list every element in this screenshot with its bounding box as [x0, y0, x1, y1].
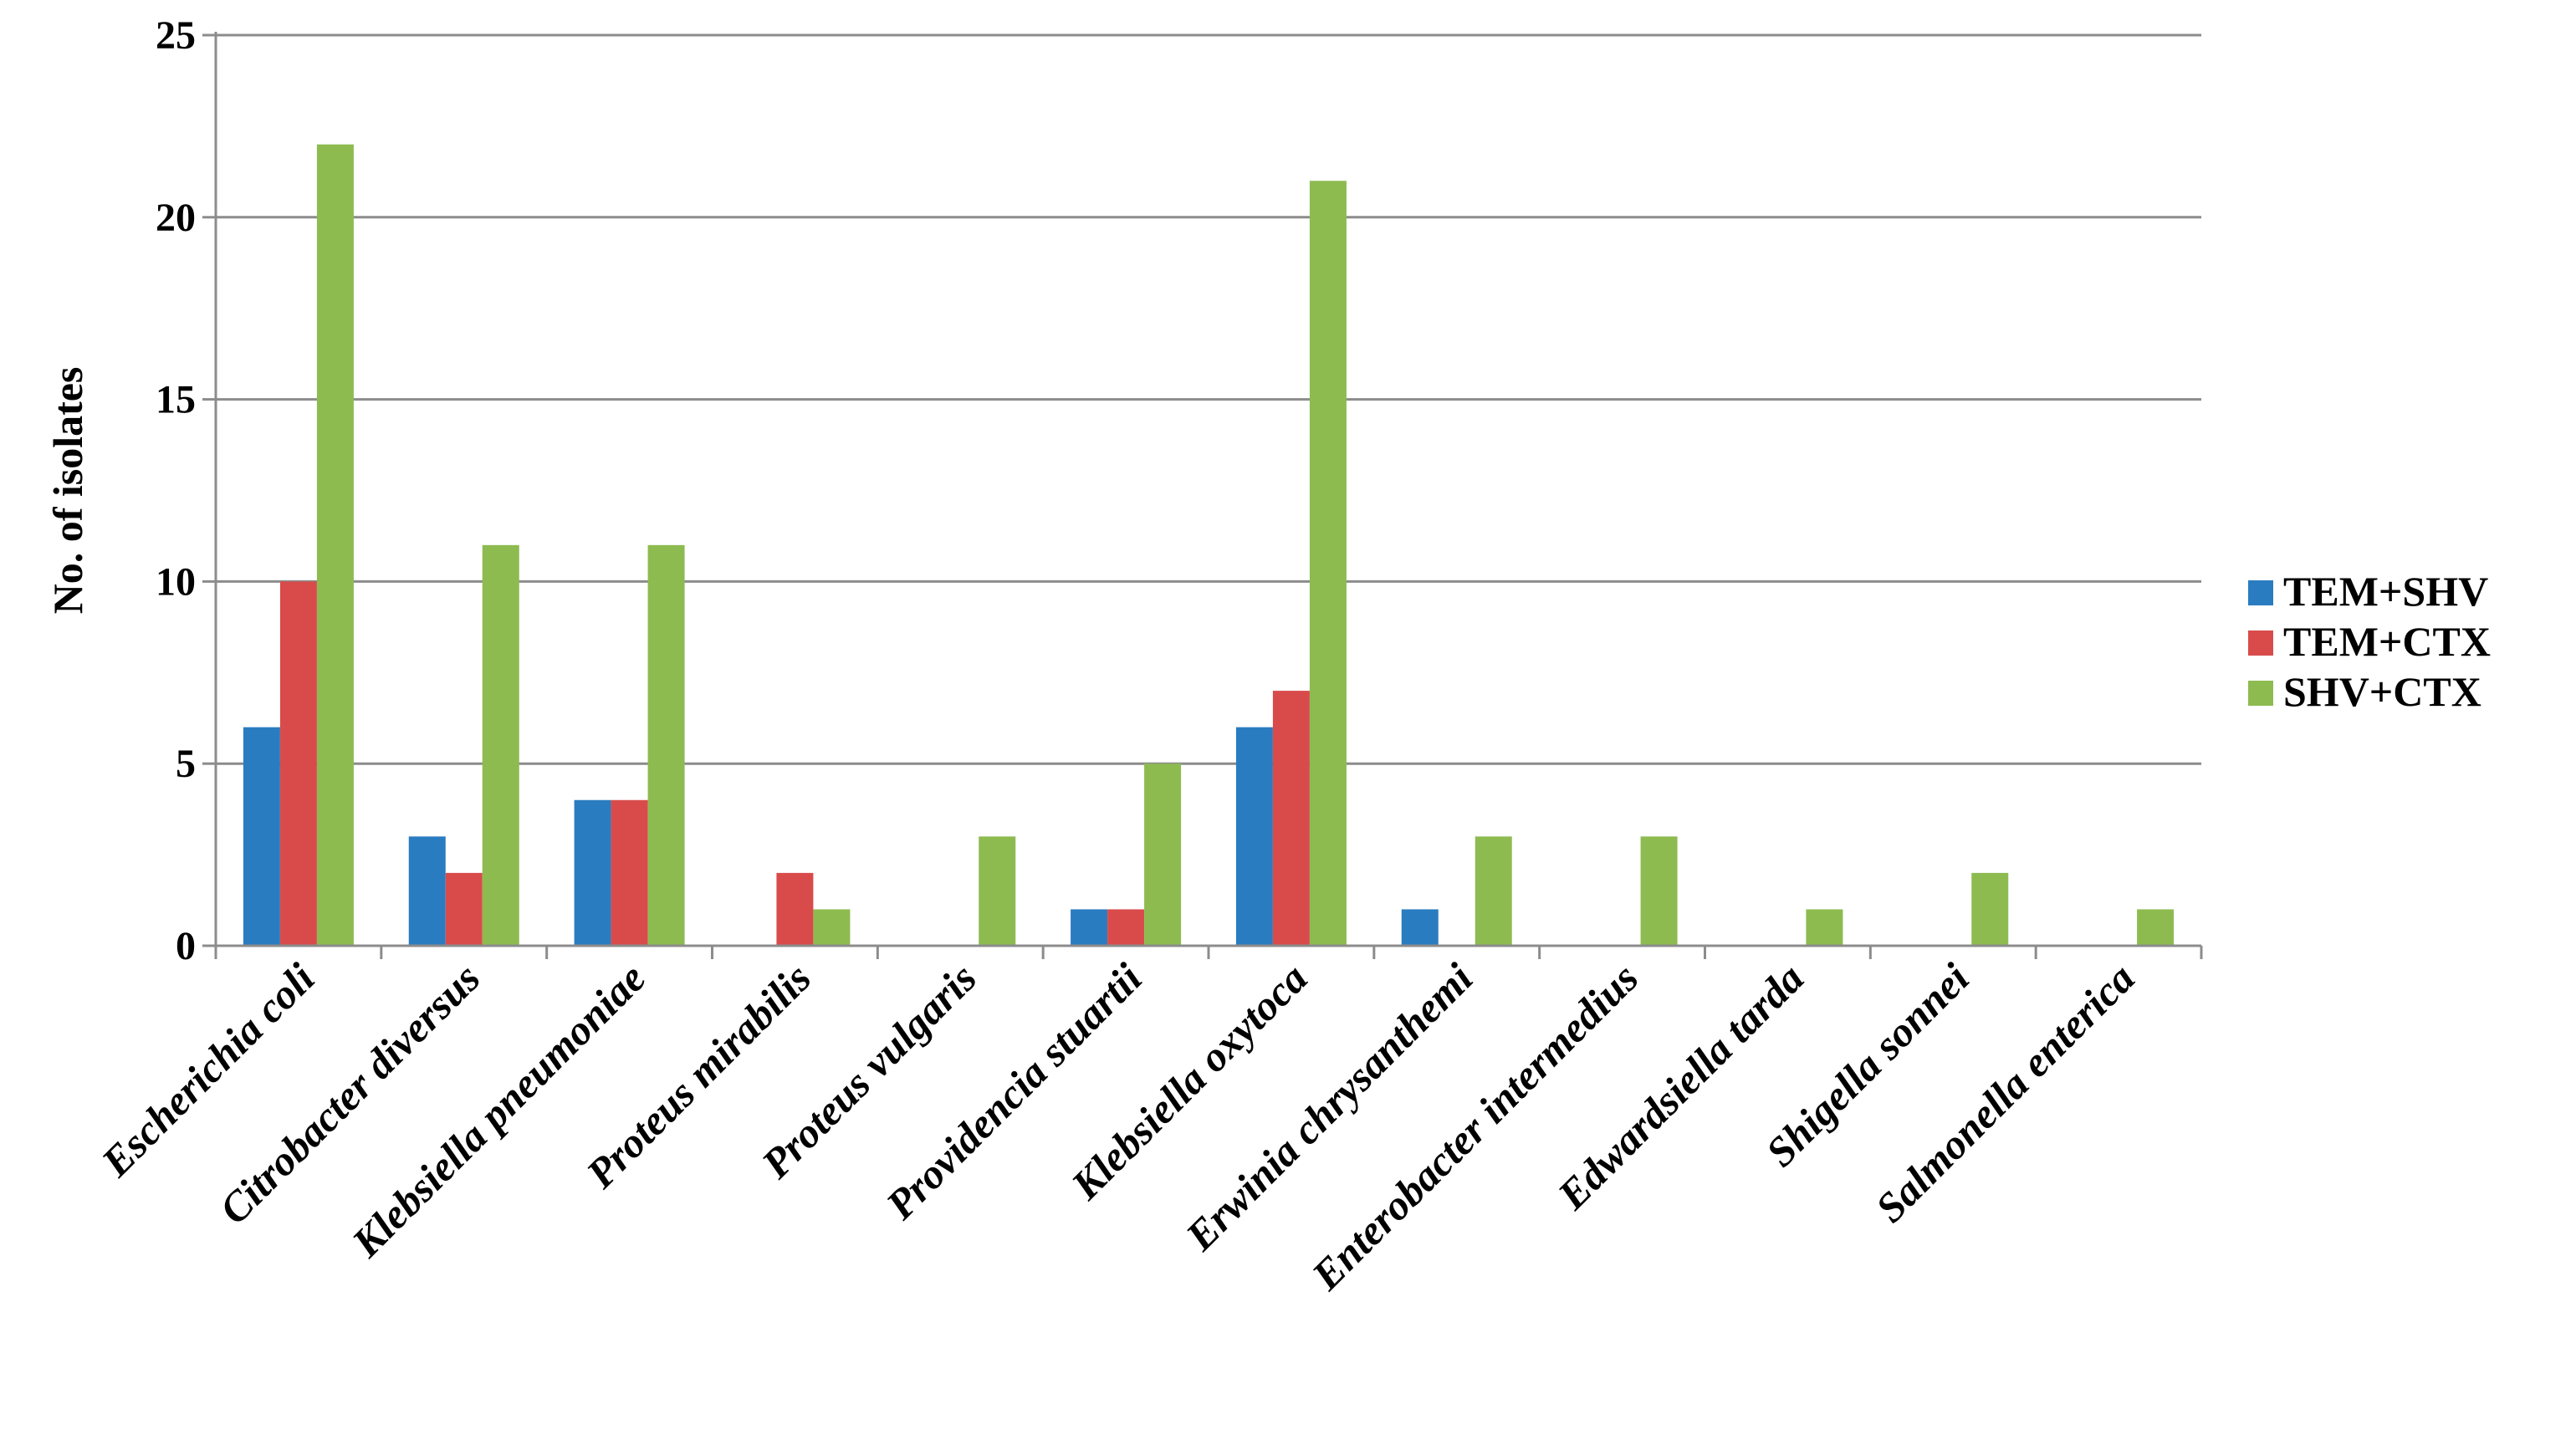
- bar: [647, 544, 685, 946]
- bar: [408, 836, 446, 946]
- legend-swatch: [2248, 681, 2273, 706]
- bars-layer: [243, 144, 2175, 947]
- y-tick-label: 25: [156, 13, 196, 58]
- x-category-label: Enterobacter intermedius: [1302, 954, 1648, 1299]
- bar: [279, 581, 317, 946]
- y-tick-label: 10: [156, 559, 196, 604]
- x-category-label: Klebsiella pneumoniae: [342, 954, 654, 1266]
- bar: [574, 799, 611, 946]
- axes-layer: [202, 32, 2203, 959]
- y-tick-label: 20: [156, 196, 196, 240]
- bar: [1235, 727, 1273, 946]
- bar: [776, 872, 814, 946]
- bar: [1309, 181, 1347, 947]
- y-tick-label: 15: [156, 378, 196, 422]
- bar: [1640, 836, 1678, 946]
- y-tick-label: 0: [176, 924, 196, 968]
- bar: [1806, 909, 1843, 946]
- bar: [445, 872, 483, 946]
- bar: [611, 799, 648, 946]
- bar: [1071, 909, 1108, 946]
- y-tick-label: 5: [176, 742, 196, 786]
- bar: [2137, 909, 2175, 946]
- legend-swatch: [2248, 630, 2273, 656]
- legend-label: TEM+CTX: [2283, 618, 2491, 665]
- legend-swatch: [2248, 580, 2273, 605]
- bar: [1144, 763, 1182, 946]
- bar: [316, 144, 354, 946]
- bar: [482, 544, 519, 946]
- bar: [1107, 909, 1145, 946]
- x-category-label: Erwinia chrysanthemi: [1176, 954, 1482, 1260]
- grid-layer: [216, 33, 2201, 765]
- bar: [1475, 836, 1512, 946]
- y-axis-title: No. of isolates: [44, 367, 91, 615]
- legend-label: SHV+CTX: [2283, 668, 2481, 715]
- bar: [1971, 872, 2009, 946]
- bar: [979, 836, 1016, 946]
- bar: [1272, 691, 1310, 946]
- bar: [813, 909, 851, 946]
- bar: [1401, 909, 1439, 946]
- legend-label: TEM+SHV: [2283, 568, 2488, 615]
- bar: [243, 727, 280, 946]
